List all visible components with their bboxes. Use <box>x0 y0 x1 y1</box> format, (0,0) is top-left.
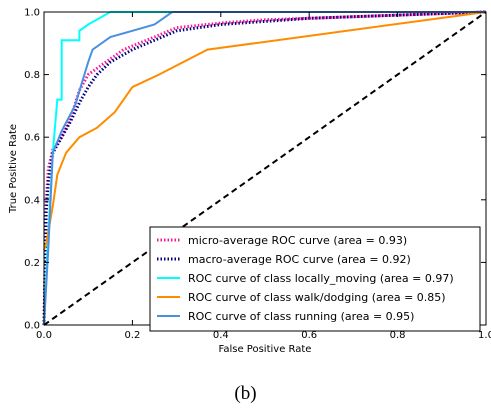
y-tick-label: 0.2 <box>24 258 40 269</box>
x-tick-label: 0.0 <box>36 330 52 341</box>
legend-label-2: macro-average ROC curve (area = 0.92) <box>188 253 411 266</box>
y-tick-label: 1.0 <box>24 8 40 19</box>
legend-box <box>149 226 481 332</box>
x-tick-label: 0.2 <box>124 330 140 341</box>
series-line-2 <box>42 10 487 326</box>
series-line-5 <box>43 11 486 326</box>
y-tick-label: 0.6 <box>24 133 40 144</box>
y-tick-label: 0.4 <box>24 195 40 206</box>
x-tick-label: 0.4 <box>213 330 229 341</box>
figure-caption: (b) <box>234 383 257 404</box>
x-tick-label: 0.8 <box>390 330 406 341</box>
legend: micro-average ROC curve (area = 0.93) mac… <box>149 226 481 332</box>
chance-diagonal-line <box>43 11 487 326</box>
x-tick-label: 1.0 <box>478 330 491 341</box>
x-axis-label: False Positive Rate <box>219 344 312 355</box>
y-axis-label: True Positive Rate <box>8 124 19 214</box>
axis-ticks: 0.0 0.2 0.4 0.6 0.8 1.0 0.0 0.2 0.4 0.6 0.8 1.0 <box>24 8 491 342</box>
legend-label-5: ROC curve of class running (area = 0.95) <box>188 310 414 323</box>
x-tick-label: 0.6 <box>301 330 317 341</box>
legend-label-1: micro-average ROC curve (area = 0.93) <box>188 234 407 247</box>
roc-chart: 0.0 0.2 0.4 0.6 0.8 1.0 0.0 0.2 0.4 0.6 0.8 1.0 Fal… <box>8 8 491 356</box>
y-tick-label: 0.8 <box>24 70 40 81</box>
legend-label-3: ROC curve of class locally_moving (area … <box>188 272 454 285</box>
y-tick-label: 0.0 <box>24 321 40 332</box>
legend-label-4: ROC curve of class walk/dodging (area = … <box>188 291 446 304</box>
series-line-4 <box>43 11 487 251</box>
